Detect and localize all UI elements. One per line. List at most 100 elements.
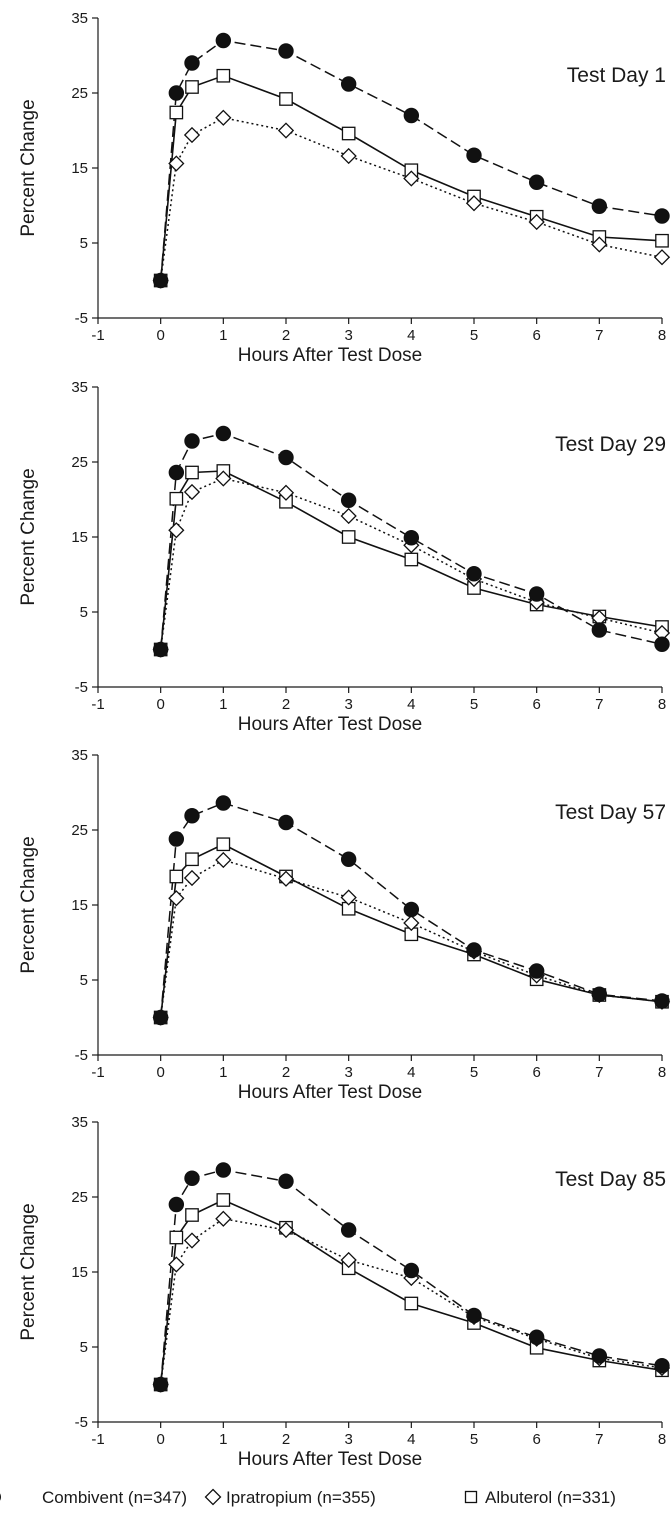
data-point-combivent (591, 1348, 608, 1364)
data-point-combivent (215, 425, 232, 442)
x-tick-label: 3 (344, 1431, 352, 1448)
x-tick-label: -1 (91, 1431, 104, 1448)
data-point-albuterol (169, 869, 184, 884)
data-point-combivent (340, 1222, 357, 1238)
data-point-combivent (528, 174, 545, 190)
x-tick-label: 5 (470, 1064, 478, 1081)
data-point-ipratropium (340, 1251, 357, 1269)
y-tick-label: 15 (71, 1264, 88, 1281)
y-tick-label: -5 (75, 1047, 88, 1064)
x-tick-label: 8 (658, 1431, 666, 1448)
data-point-albuterol (279, 92, 293, 106)
y-tick-label: 35 (71, 747, 88, 764)
y-tick-label: 25 (71, 1189, 88, 1206)
data-point-albuterol (169, 1230, 184, 1245)
data-point-albuterol (185, 852, 199, 867)
x-tick-label: 6 (532, 1431, 540, 1448)
y-axis-title: Percent Change (18, 99, 39, 236)
data-point-albuterol (404, 552, 419, 567)
data-point-ipratropium (277, 484, 295, 501)
open-diamond-icon (204, 1488, 222, 1506)
x-tick-label: 1 (219, 1064, 227, 1081)
data-point-ipratropium (168, 522, 185, 539)
data-point-combivent (278, 1173, 294, 1189)
data-point-ipratropium (168, 155, 185, 172)
data-point-combivent (152, 1009, 169, 1026)
data-point-ipratropium (528, 213, 545, 231)
x-tick-label: 4 (407, 696, 415, 713)
data-point-albuterol (341, 530, 356, 544)
chart-panel-2: -5 5 15 25 35 -1 0 1 2 3 4 5 6 7 8 Hours After Test Dos… (18, 379, 671, 735)
data-point-combivent (591, 622, 608, 638)
data-point-combivent (403, 530, 420, 546)
data-point-combivent (591, 986, 608, 1002)
data-point-combivent (654, 993, 670, 1009)
x-tick-label: 7 (595, 1431, 603, 1448)
chart-panel-3: -5 5 15 25 35 -1 0 1 2 3 4 5 6 7 8 Hours After Test Dos… (18, 747, 671, 1103)
data-point-combivent (340, 76, 357, 92)
x-tick-label: -1 (91, 696, 104, 713)
data-point-albuterol (216, 837, 231, 852)
x-tick-label: 0 (156, 1431, 164, 1448)
data-point-albuterol (185, 1208, 199, 1222)
y-tick-label: 5 (80, 1339, 88, 1356)
data-point-ipratropium (183, 869, 201, 887)
data-point-combivent (403, 1262, 420, 1279)
panel-title: Test Day 1 (567, 64, 666, 87)
series-line-combivent (159, 802, 663, 1018)
x-tick-label: 3 (344, 696, 352, 713)
legend-label: Albuterol (n=331) (485, 1488, 616, 1507)
data-point-combivent (184, 1170, 200, 1186)
x-tick-label: 5 (470, 696, 478, 713)
x-tick-label: 2 (282, 696, 290, 713)
legend-item-combivent: Combivent (n=347) (0, 1488, 187, 1507)
data-point-albuterol (185, 80, 199, 94)
x-tick-label: 4 (407, 1431, 415, 1448)
y-tick-label: 15 (71, 160, 88, 177)
panel-title: Test Day 85 (555, 1168, 666, 1191)
legend-item-albuterol: Albuterol (n=331) (464, 1488, 616, 1507)
data-point-combivent (215, 1162, 232, 1178)
chart-panel-1: -5 5 15 25 35 -1 0 1 2 3 4 5 6 7 8 Hours After Test Dos… (18, 10, 671, 366)
panel-title: Test Day 57 (555, 801, 666, 824)
data-point-combivent (591, 198, 608, 214)
data-point-albuterol (185, 465, 199, 480)
data-point-albuterol (216, 1193, 231, 1207)
data-point-combivent (528, 963, 545, 979)
y-tick-label: 35 (71, 1114, 88, 1131)
x-axis-title: Hours After Test Dose (238, 1449, 422, 1470)
data-point-combivent (403, 901, 420, 918)
data-point-combivent (168, 831, 185, 847)
x-tick-label: 4 (407, 327, 415, 344)
data-point-combivent (168, 464, 185, 481)
y-axis-title: Percent Change (18, 836, 39, 973)
x-tick-label: -1 (91, 327, 104, 344)
x-tick-label: 6 (532, 696, 540, 713)
data-point-combivent (168, 85, 185, 101)
data-point-ipratropium (591, 236, 608, 253)
data-point-combivent (340, 851, 357, 867)
data-point-ipratropium (277, 870, 295, 887)
data-point-ipratropium (465, 195, 483, 212)
x-tick-label: 5 (470, 1431, 478, 1448)
data-point-combivent (168, 1196, 185, 1213)
series-line-ipratropium (159, 117, 663, 281)
data-point-combivent (654, 636, 670, 652)
data-point-combivent (278, 43, 294, 59)
data-point-ipratropium (403, 914, 420, 932)
x-tick-label: 5 (470, 327, 478, 344)
series-line-albuterol (159, 1199, 663, 1385)
data-point-combivent (278, 449, 294, 466)
y-tick-label: 5 (80, 972, 88, 989)
data-point-combivent (403, 107, 420, 124)
y-axis-title: Percent Change (18, 1203, 39, 1340)
data-point-combivent (152, 272, 169, 289)
x-tick-label: 7 (595, 327, 603, 344)
x-tick-label: 3 (344, 327, 352, 344)
y-tick-label: 15 (71, 897, 88, 914)
legend-item-ipratropium: Ipratropium (n=355) (204, 1488, 376, 1507)
legend-label: Combivent (n=347) (42, 1488, 187, 1507)
data-point-ipratropium (168, 1256, 185, 1273)
